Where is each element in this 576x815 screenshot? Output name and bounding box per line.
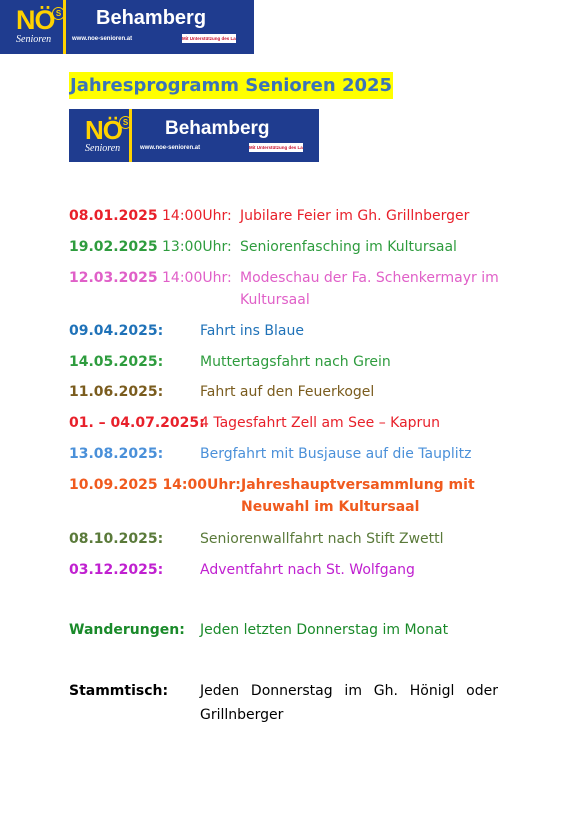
event-date: 10.09.2025 14:00Uhr: [69,477,241,493]
logo-mark: NÖ [16,5,55,35]
logo-name: Behamberg [165,118,270,139]
event-date: 03.12.2025: [69,562,164,578]
event-description: Neuwahl im Kultursaal [241,499,420,515]
page-title: Jahresprogramm Senioren 2025 [69,72,394,99]
stammtisch-label: Stammtisch: [69,683,169,699]
event-date: 01. – 04.07.2025: [69,415,205,431]
event-date: 09.04.2025: [69,323,164,339]
event-date: 08.01.2025 14:00Uhr: [69,208,232,224]
event-description: Muttertagsfahrt nach Grein [200,354,391,370]
logo-url: www.noe-senioren.at [140,145,201,151]
event-description: Jubilare Feier im Gh. Grillnberger [240,208,470,224]
event-date: 13.08.2025: [69,446,164,462]
event-description: Modeschau der Fa. Schenkermayr im [240,270,499,286]
logo-subtitle: Senioren [85,143,121,154]
logo-divider [63,0,66,54]
header-logo: NÖ S Senioren Behamberg www.noe-senioren… [0,0,254,54]
logo-subtitle: Senioren [16,34,52,45]
logo-divider [129,109,132,162]
stammtisch-text: Jeden Donnerstag im Gh. Hönigl oder [200,683,498,699]
event-description: Fahrt auf den Feuerkogel [200,384,375,400]
logo-mark: NÖ [85,115,123,145]
logo-badge: Mit Unterstützung des Landes NÖ [182,34,236,43]
event-description: 4 Tagesfahrt Zell am See – Kaprun [200,415,441,431]
event-date: 12.03.2025 14:00Uhr: [69,270,232,286]
logo-url: www.noe-senioren.at [72,36,133,42]
program-logo: NÖ S Senioren Behamberg www.noe-senioren… [69,109,319,162]
event-description: Kultursaal [240,292,310,308]
event-date: 19.02.2025 13:00Uhr: [69,239,232,255]
logo-badge: Mit Unterstützung des Landes NÖ [249,143,303,152]
event-date: 14.05.2025: [69,354,164,370]
event-description: Seniorenwallfahrt nach Stift Zwettl [200,531,444,547]
event-description: Bergfahrt mit Busjause auf die Tauplitz [200,446,472,462]
stammtisch-text: Grillnberger [200,707,284,723]
event-date: 08.10.2025: [69,531,164,547]
logo-name: Behamberg [96,7,207,29]
wanderungen-text: Jeden letzten Donnerstag im Monat [200,622,449,638]
event-description: Adventfahrt nach St. Wolfgang [200,562,415,578]
event-description: Jahreshauptversammlung mit [241,477,475,493]
event-description: Fahrt ins Blaue [200,323,304,339]
event-date: 11.06.2025: [69,384,164,400]
wanderungen-label: Wanderungen: [69,622,185,638]
event-description: Seniorenfasching im Kultursaal [240,239,457,255]
